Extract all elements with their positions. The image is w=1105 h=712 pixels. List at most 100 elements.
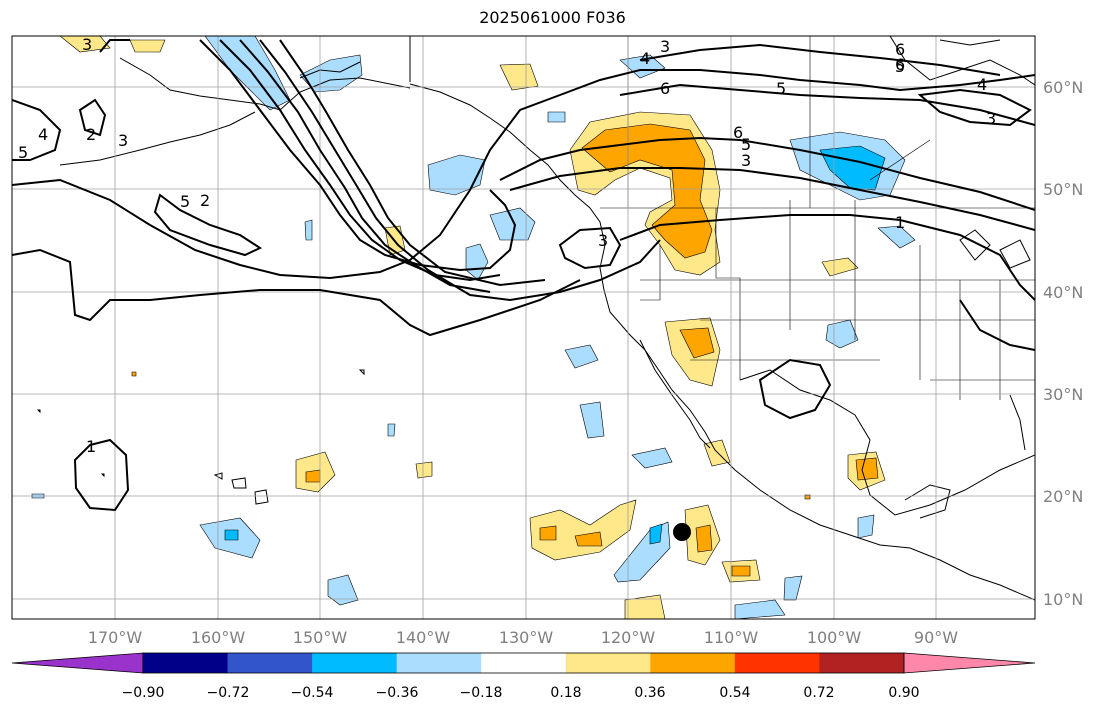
colorbar-label: −0.18: [460, 685, 503, 701]
colorbar-segment: [396, 653, 482, 673]
positive-area: [529, 499, 637, 561]
colorbar-label: 0.54: [719, 685, 750, 701]
lat-label: 10°N: [1043, 590, 1083, 609]
location-marker: [673, 523, 691, 541]
contour-label: 6: [895, 40, 905, 59]
positive-core: [574, 531, 603, 547]
contour-label: 5: [180, 192, 190, 211]
colorbar-extend-right: [903, 652, 1036, 674]
lon-label: 170°W: [88, 628, 143, 647]
contour-label: 2: [86, 125, 96, 144]
lon-label: 120°W: [601, 628, 656, 647]
positive-area: [624, 594, 666, 619]
colorbar-labels: −0.90 −0.72 −0.54 −0.36 −0.18 0.18 0.36 …: [122, 685, 920, 701]
colorbar-segment: [819, 653, 905, 673]
positive-core: [305, 469, 321, 483]
lon-label: 140°W: [396, 628, 451, 647]
colorbar-label: −0.90: [122, 685, 165, 701]
lat-label: 50°N: [1043, 180, 1083, 199]
lat-label: 20°N: [1043, 487, 1083, 506]
negative-area: [631, 447, 673, 469]
colorbar: [11, 652, 1036, 674]
lat-label: 60°N: [1043, 78, 1083, 97]
positive-core: [679, 327, 715, 359]
contour-label: 5: [741, 135, 751, 154]
colorbar-label: 0.90: [888, 685, 919, 701]
colorbar-label: 0.36: [634, 685, 665, 701]
contour-label: 1: [86, 437, 96, 456]
colorbar-label: −0.54: [291, 685, 334, 701]
lon-label: 150°W: [293, 628, 348, 647]
negative-core: [224, 529, 239, 541]
colorbar-segment: [481, 653, 567, 673]
negative-area: [427, 154, 486, 196]
contour-label: 3: [741, 151, 751, 170]
positive-area: [129, 39, 166, 53]
graticule: [12, 36, 1035, 619]
contour-label: 1: [895, 213, 905, 232]
contour-label: 3: [118, 131, 128, 150]
positive-core: [131, 371, 137, 377]
contour-label: 4: [640, 49, 650, 68]
colorbar-frame: [142, 652, 905, 674]
map-area: [12, 36, 1035, 619]
positive-core: [581, 123, 713, 259]
contour-label: 6: [660, 79, 670, 98]
positive-area: [415, 461, 433, 479]
negative-core: [649, 523, 663, 545]
positive-area: [703, 439, 731, 467]
lon-label: 160°W: [191, 628, 246, 647]
map-title: 2025061000 F036: [479, 8, 626, 27]
lat-label: 40°N: [1043, 283, 1083, 302]
map-border: [11, 35, 1036, 620]
negative-area: [327, 574, 359, 606]
lon-label: 110°W: [704, 628, 759, 647]
negative-area: [387, 423, 396, 437]
negative-area: [489, 207, 536, 241]
contour-label: 3: [82, 35, 92, 54]
negative-area: [877, 225, 916, 249]
positive-area: [499, 63, 539, 91]
colorbar-segment: [650, 653, 736, 673]
contour-label: 4: [38, 125, 48, 144]
contour-label: 3: [986, 109, 996, 128]
positive-area: [59, 36, 111, 53]
positive-core: [731, 565, 751, 577]
lon-label: 100°W: [807, 628, 862, 647]
positive-core: [539, 525, 557, 541]
negative-area: [564, 344, 599, 369]
positive-core: [695, 524, 713, 553]
negative-area: [734, 599, 786, 619]
contour-label: 6: [733, 123, 743, 142]
lon-label: 130°W: [499, 628, 554, 647]
lon-label: 90°W: [914, 628, 958, 647]
negative-area: [857, 514, 875, 539]
colorbar-segment: [227, 653, 313, 673]
negative-area: [579, 401, 605, 439]
colorbar-segment: [143, 653, 229, 673]
colorbar-label: 0.72: [803, 685, 834, 701]
colorbar-label: −0.36: [376, 685, 419, 701]
contour-label: 2: [200, 191, 210, 210]
colorbar-label: −0.72: [207, 685, 250, 701]
negative-area: [547, 111, 566, 123]
contour-label: 5: [895, 57, 905, 76]
positive-core: [855, 457, 879, 481]
positive-area: [821, 257, 859, 277]
colorbar-extend-left: [11, 652, 144, 674]
colorbar-segment: [734, 653, 820, 673]
longitude-labels: 170°W 160°W 150°W 140°W 130°W 120°W 110°…: [88, 628, 958, 647]
contour-label: 3: [598, 231, 608, 250]
lat-label: 30°N: [1043, 385, 1083, 404]
colorbar-label: 0.18: [550, 685, 581, 701]
coastlines: [36, 36, 1035, 601]
contour-label: 4: [977, 75, 987, 94]
negative-area: [465, 243, 489, 281]
contour-label-group: 3 6 4 6 5 6 5 3 6 5 3 4 3 2 4 3 5 5 2 3 …: [18, 35, 996, 456]
contour-label: 3: [660, 37, 670, 56]
contour-label: 6: [895, 55, 905, 74]
contour-label: 5: [776, 79, 786, 98]
contour-label: 5: [18, 143, 28, 162]
contour-lines: [12, 39, 1035, 512]
colorbar-segment: [312, 653, 398, 673]
